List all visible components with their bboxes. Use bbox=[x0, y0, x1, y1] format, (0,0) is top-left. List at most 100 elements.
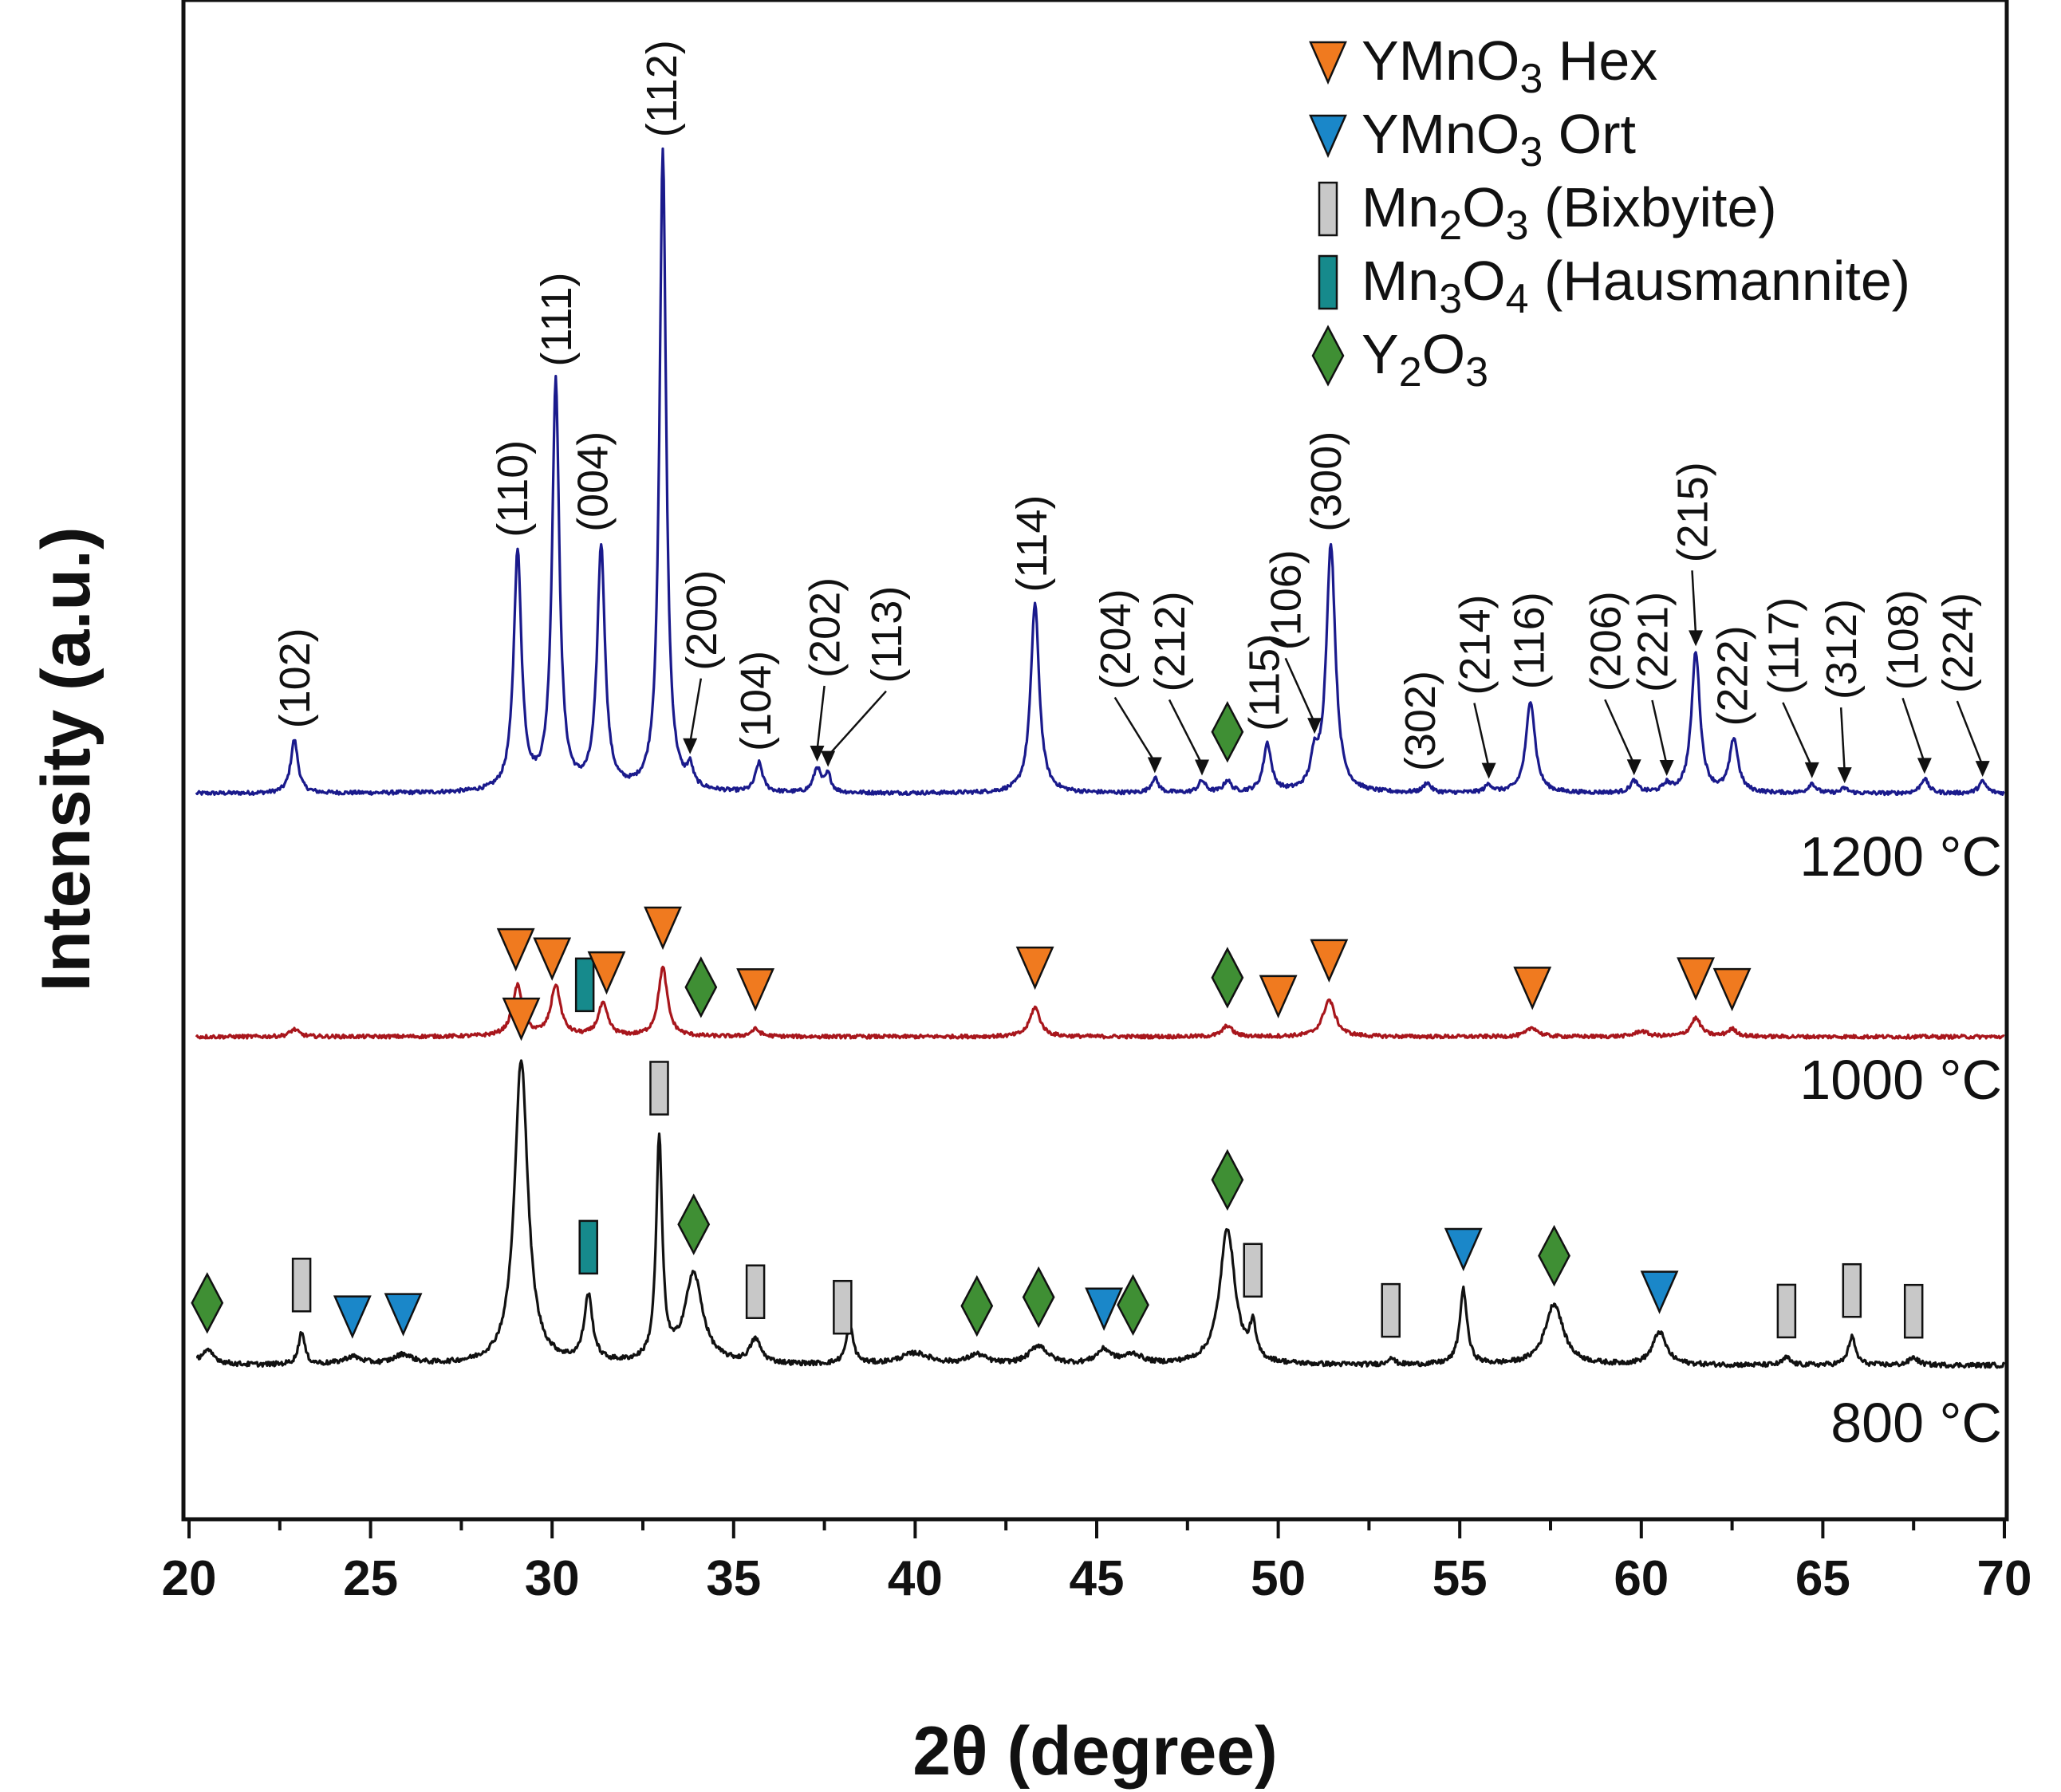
peak-arrow bbox=[827, 690, 887, 757]
peak-label: (221) bbox=[1629, 592, 1677, 692]
arrow-head bbox=[1307, 718, 1322, 735]
peak-label: (312) bbox=[1818, 599, 1866, 699]
peak-label: (116) bbox=[1506, 592, 1554, 689]
phase-marker-group bbox=[191, 701, 1924, 1339]
x-tick-label: 60 bbox=[1614, 1551, 1669, 1606]
peak-arrow bbox=[1651, 699, 1668, 766]
x-tick-label: 50 bbox=[1251, 1551, 1306, 1606]
x-tick-label: 35 bbox=[706, 1551, 761, 1606]
arrow-head bbox=[1659, 759, 1674, 776]
arrow-head bbox=[1689, 630, 1704, 647]
peak-label: (111) bbox=[533, 273, 581, 367]
rect-marker bbox=[1903, 1283, 1924, 1339]
peak-label: (222) bbox=[1709, 625, 1757, 726]
peak-label: (104) bbox=[732, 651, 780, 751]
diamond-marker bbox=[677, 1193, 711, 1255]
rect-marker bbox=[745, 1264, 766, 1319]
peak-label: (302) bbox=[1397, 671, 1444, 771]
rect-marker bbox=[291, 1258, 312, 1313]
triangle-marker bbox=[736, 968, 775, 1012]
series-line bbox=[195, 1059, 2006, 1369]
peak-label: (206) bbox=[1582, 591, 1629, 691]
legend-symbol bbox=[1311, 325, 1345, 387]
peak-arrow bbox=[1956, 700, 1984, 766]
triangle-marker bbox=[1640, 1270, 1679, 1314]
triangle-marker bbox=[1677, 957, 1715, 1001]
x-tick-label: 40 bbox=[888, 1551, 943, 1606]
legend-symbol bbox=[1318, 254, 1338, 310]
peak-label: (212) bbox=[1146, 591, 1194, 691]
triangle-marker bbox=[644, 906, 682, 951]
arrow-head bbox=[1837, 767, 1852, 784]
x-tick-label: 65 bbox=[1795, 1551, 1850, 1606]
peak-arrow bbox=[1168, 699, 1204, 766]
triangle-marker bbox=[502, 997, 541, 1042]
series-line bbox=[195, 147, 2005, 797]
peak-label: (202) bbox=[802, 577, 849, 678]
arrow-head bbox=[683, 738, 698, 754]
peak-label: (004) bbox=[569, 431, 617, 532]
rect-marker bbox=[578, 1219, 598, 1275]
peak-label: (224) bbox=[1934, 593, 1982, 693]
series-group bbox=[195, 147, 2006, 1369]
diamond-marker bbox=[1211, 701, 1244, 763]
legend-entry: YMnO3 Hex bbox=[1362, 30, 1657, 102]
diamond-marker bbox=[1538, 1224, 1570, 1287]
peak-arrow bbox=[816, 685, 826, 751]
diamond-marker bbox=[1022, 1266, 1055, 1329]
triangle-marker bbox=[1085, 1287, 1124, 1331]
rect-marker bbox=[574, 957, 595, 1013]
rect-marker bbox=[1842, 1262, 1862, 1318]
diamond-marker bbox=[1211, 947, 1244, 1009]
legend-symbol bbox=[1309, 41, 1347, 85]
rect-marker bbox=[1776, 1283, 1797, 1339]
triangle-marker bbox=[533, 937, 572, 981]
peak-label: (200) bbox=[678, 570, 726, 671]
series-line bbox=[195, 965, 2005, 1040]
legend-entry: Y2O3 bbox=[1362, 323, 1488, 396]
x-tick-label: 20 bbox=[162, 1551, 217, 1606]
triangle-marker bbox=[333, 1295, 372, 1339]
x-tick-label: 70 bbox=[1977, 1551, 2032, 1606]
arrow-head bbox=[1147, 757, 1162, 774]
rect-marker bbox=[833, 1279, 853, 1335]
x-tick-label: 45 bbox=[1070, 1551, 1125, 1606]
peak-arrow bbox=[1901, 697, 1926, 763]
rect-marker bbox=[1381, 1282, 1401, 1338]
triangle-marker bbox=[1513, 967, 1552, 1010]
peak-label: (215) bbox=[1669, 462, 1717, 562]
peak-arrow bbox=[1473, 703, 1490, 768]
y-axis-title: Intensity (a.u.) bbox=[28, 527, 104, 992]
triangle-marker bbox=[587, 951, 626, 995]
peak-arrow bbox=[688, 678, 703, 743]
triangle-marker bbox=[496, 928, 535, 972]
arrow-head bbox=[1917, 758, 1932, 774]
peak-label: (300) bbox=[1302, 431, 1350, 532]
triangle-marker bbox=[1310, 939, 1349, 983]
peak-label: (204) bbox=[1092, 589, 1140, 689]
temperature-label: 1000 °C bbox=[1799, 1049, 2002, 1111]
arrow-head bbox=[1804, 762, 1819, 778]
legend-entry: YMnO3 Ort bbox=[1362, 103, 1636, 175]
peak-label: (106) bbox=[1263, 549, 1310, 650]
legend-symbol bbox=[1309, 114, 1347, 159]
triangle-marker bbox=[1259, 975, 1298, 1018]
peak-label: (112) bbox=[638, 40, 686, 137]
arrow-head bbox=[1195, 759, 1210, 776]
arrow-head bbox=[1975, 761, 1990, 778]
triangle-marker bbox=[384, 1293, 423, 1337]
peak-arrow bbox=[1113, 696, 1156, 763]
x-tick-label: 25 bbox=[343, 1551, 398, 1606]
peak-arrow bbox=[1284, 657, 1316, 723]
arrow-head bbox=[821, 750, 836, 767]
triangle-marker bbox=[1444, 1227, 1483, 1272]
triangle-marker bbox=[1712, 967, 1752, 1012]
peak-arrow bbox=[1604, 699, 1635, 765]
peak-label: (115) bbox=[1240, 634, 1288, 731]
peak-label: (108) bbox=[1880, 589, 1928, 690]
legend-entry: Mn2O3 (Bixbyite) bbox=[1362, 176, 1777, 249]
peak-arrow bbox=[1839, 707, 1846, 773]
diamond-marker bbox=[1211, 1148, 1244, 1211]
